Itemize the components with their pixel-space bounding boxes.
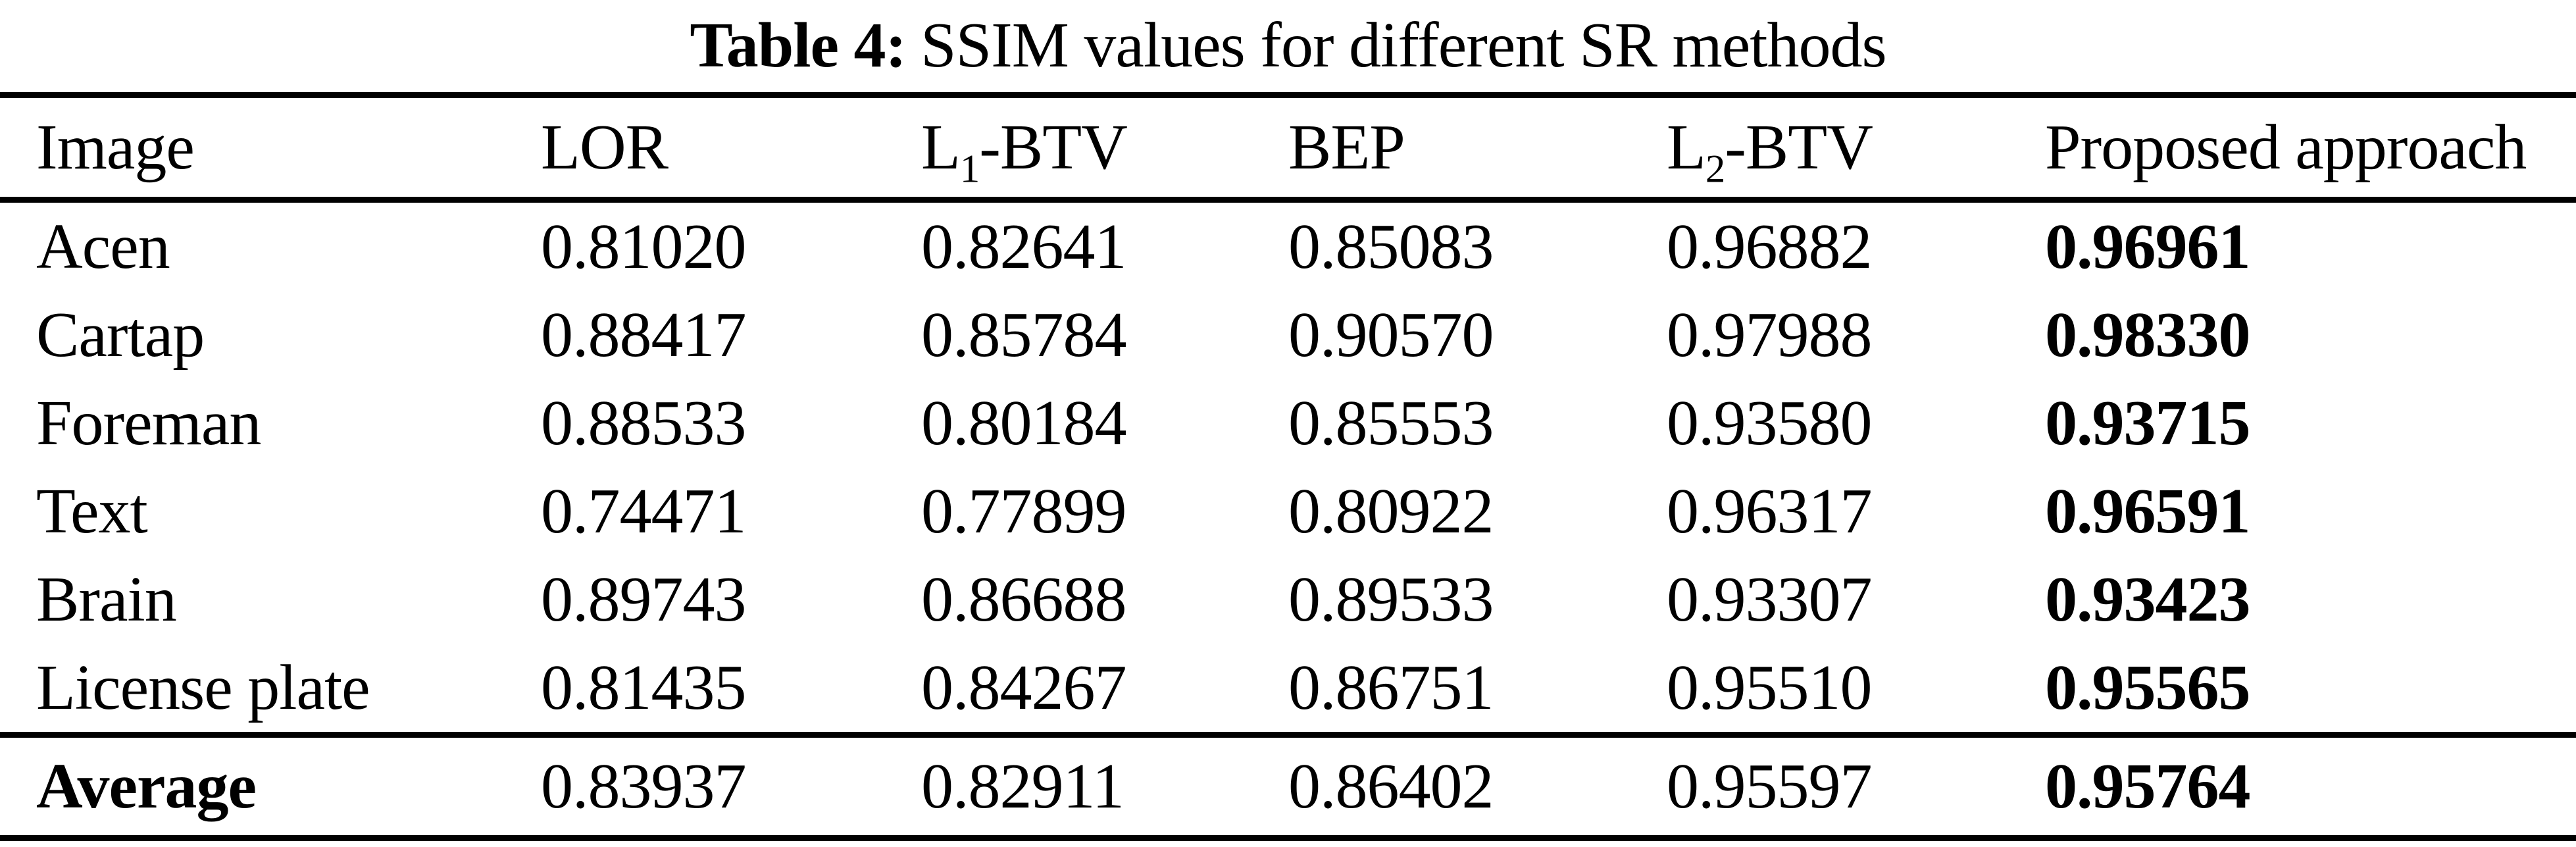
cell-proposed: 0.96961 bbox=[2045, 211, 2251, 282]
row-label: Brain bbox=[36, 564, 177, 635]
table-row: Foreman 0.88533 0.80184 0.85553 0.93580 … bbox=[0, 379, 2576, 467]
col-header-lor: LOR bbox=[541, 92, 921, 203]
cell-bep: 0.89533 bbox=[1288, 564, 1494, 635]
cell-lor: 0.88533 bbox=[541, 388, 747, 459]
cell-bep: 0.85553 bbox=[1288, 388, 1494, 459]
average-row: Average 0.83937 0.82911 0.86402 0.95597 … bbox=[0, 732, 2576, 841]
cell-proposed: 0.93423 bbox=[2045, 564, 2251, 635]
cell-l2btv: 0.97988 bbox=[1667, 299, 1873, 371]
caption-label: Table 4: bbox=[690, 10, 907, 81]
cell-l2btv: 0.95510 bbox=[1667, 652, 1873, 723]
cell-bep: 0.85083 bbox=[1288, 211, 1494, 282]
cell-l2btv: 0.96317 bbox=[1667, 476, 1873, 547]
table-caption: Table 4: SSIM values for different SR met… bbox=[0, 0, 2576, 90]
cell-l2btv: 0.96882 bbox=[1667, 211, 1873, 282]
table-row: Acen 0.81020 0.82641 0.85083 0.96882 0.9… bbox=[0, 200, 2576, 292]
row-label: License plate bbox=[36, 652, 370, 723]
cell-bep: 0.90570 bbox=[1288, 299, 1494, 371]
ssim-results-table: Image LOR L1-BTV BEP L2-BTV Proposed app… bbox=[0, 92, 2576, 841]
cell-l1btv: 0.77899 bbox=[921, 476, 1127, 547]
cell-l1btv: 0.82911 bbox=[921, 732, 1288, 841]
cell-l2btv: 0.95597 bbox=[1667, 732, 2045, 841]
cell-lor: 0.81435 bbox=[541, 652, 747, 723]
cell-l2btv: 0.93307 bbox=[1667, 564, 1873, 635]
cell-lor: 0.83937 bbox=[541, 732, 921, 841]
cell-proposed: 0.98330 bbox=[2045, 299, 2251, 371]
cell-l1btv: 0.86688 bbox=[921, 564, 1127, 635]
cell-bep: 0.86402 bbox=[1288, 732, 1667, 841]
cell-l1btv: 0.84267 bbox=[921, 652, 1127, 723]
col-header-image: Image bbox=[0, 92, 541, 203]
table-row: Cartap 0.88417 0.85784 0.90570 0.97988 0… bbox=[0, 291, 2576, 379]
cell-proposed: 0.95764 bbox=[2045, 732, 2576, 841]
cell-bep: 0.80922 bbox=[1288, 476, 1494, 547]
cell-proposed: 0.95565 bbox=[2045, 652, 2251, 723]
subscript: 1 bbox=[959, 147, 980, 192]
row-label: Cartap bbox=[36, 299, 205, 371]
cell-lor: 0.89743 bbox=[541, 564, 747, 635]
table-row: Text 0.74471 0.77899 0.80922 0.96317 0.9… bbox=[0, 467, 2576, 555]
cell-bep: 0.86751 bbox=[1288, 652, 1494, 723]
col-header-l2btv: L2-BTV bbox=[1667, 92, 2045, 203]
table-row: License plate 0.81435 0.84267 0.86751 0.… bbox=[0, 644, 2576, 735]
table-row: Brain 0.89743 0.86688 0.89533 0.93307 0.… bbox=[0, 555, 2576, 644]
cell-l1btv: 0.80184 bbox=[921, 388, 1127, 459]
col-header-proposed: Proposed approach bbox=[2045, 92, 2576, 203]
row-label: Text bbox=[36, 476, 148, 547]
cell-proposed: 0.93715 bbox=[2045, 388, 2251, 459]
col-header-bep: BEP bbox=[1288, 92, 1667, 203]
cell-l2btv: 0.93580 bbox=[1667, 388, 1873, 459]
caption-text: SSIM values for different SR methods bbox=[921, 10, 1886, 81]
subscript: 2 bbox=[1705, 147, 1725, 192]
cell-lor: 0.88417 bbox=[541, 299, 747, 371]
cell-proposed: 0.96591 bbox=[2045, 476, 2251, 547]
cell-l1btv: 0.82641 bbox=[921, 211, 1127, 282]
row-label: Average bbox=[0, 732, 541, 841]
header-row: Image LOR L1-BTV BEP L2-BTV Proposed app… bbox=[0, 92, 2576, 203]
cell-lor: 0.81020 bbox=[541, 211, 747, 282]
row-label: Acen bbox=[36, 211, 170, 282]
cell-l1btv: 0.85784 bbox=[921, 299, 1127, 371]
row-label: Foreman bbox=[36, 388, 261, 459]
cell-lor: 0.74471 bbox=[541, 476, 747, 547]
col-header-l1btv: L1-BTV bbox=[921, 92, 1288, 203]
